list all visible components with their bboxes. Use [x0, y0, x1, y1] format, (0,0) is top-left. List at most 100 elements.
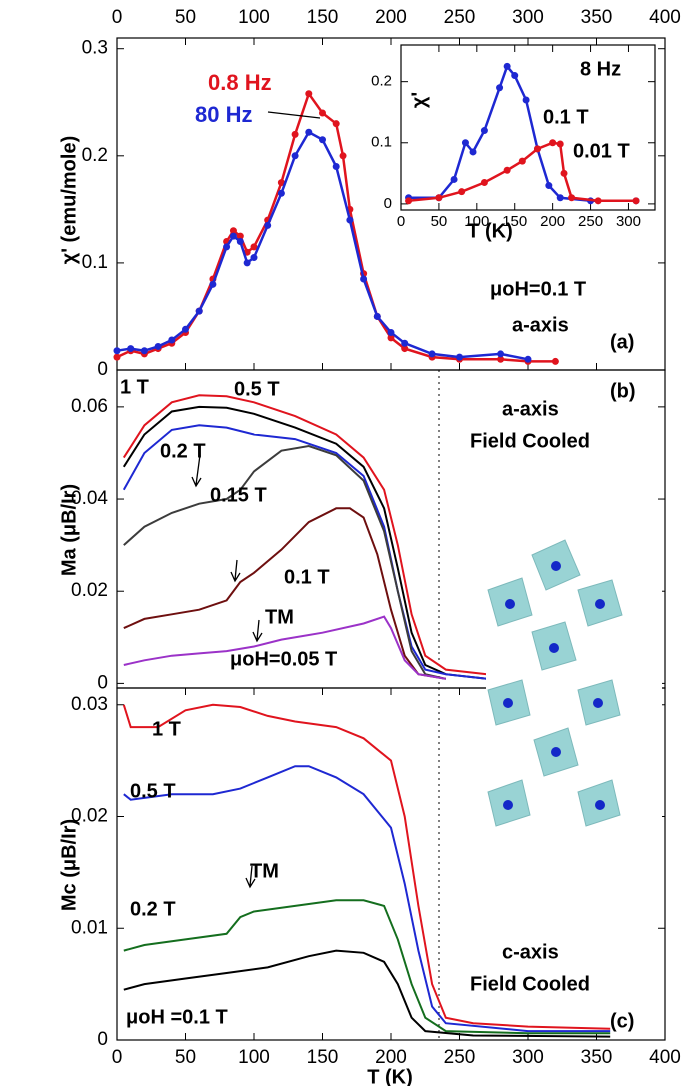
series-label: 0.15 T [210, 484, 267, 506]
data-point [346, 216, 354, 224]
data-point [480, 179, 488, 186]
series-line [122, 405, 488, 680]
series-line [122, 424, 488, 680]
data-point [533, 145, 541, 153]
y-tick-label: 0.2 [371, 73, 392, 90]
x-tick-label: 150 [307, 7, 339, 28]
x-tick-label: 100 [238, 1047, 270, 1068]
series-line [116, 130, 529, 361]
y-axis-label: Ma (μB/Ir) [58, 484, 80, 576]
data-point [168, 336, 176, 344]
series-line [123, 444, 447, 680]
x-axis-label: T (K) [467, 220, 513, 242]
annotation: TM [265, 606, 294, 628]
data-point [223, 243, 231, 251]
x-tick-label: 400 [649, 1047, 681, 1068]
data-point [373, 312, 381, 320]
data-point [243, 259, 251, 267]
x-tick-label: 300 [512, 1047, 544, 1068]
data-point [113, 347, 121, 355]
y-tick-label: 0.1 [371, 134, 392, 151]
x-tick-label: 0 [397, 213, 405, 230]
panel: 0 50 100 150 200 250 300 350 400 0 0.1 0.2 0.3 χ' (em… [58, 7, 681, 380]
data-point [154, 342, 162, 350]
panel: 0 50 100 150 200 250 300 0 0.1 0.2 χ' T (K) 0.1 T 0.0… [371, 44, 656, 242]
series-label: 0.1 T [284, 566, 330, 588]
annotation: (b) [610, 380, 636, 402]
series-label: 0.5 T [234, 378, 280, 400]
series-line [123, 899, 611, 1035]
annotation: c-axis [502, 941, 559, 963]
y-axis-label: Mc (μB/Ir) [58, 819, 80, 911]
y-tick-label: 0 [97, 359, 108, 380]
data-point [560, 169, 568, 177]
x-tick-label: 300 [512, 7, 544, 28]
data-point [277, 189, 285, 197]
data-point [332, 163, 340, 171]
data-point [503, 62, 511, 70]
data-point [305, 90, 313, 98]
data-point [428, 350, 436, 358]
annotation: (c) [610, 1010, 634, 1032]
x-tick-label: 150 [307, 1047, 339, 1068]
annotation: a-axis [502, 398, 559, 420]
y-tick-label: 0.2 [82, 145, 108, 166]
panel: 0 0.02 0.04 0.06 Ma (μB/Ir) 1 T 0.5 T 0.2 T0.15… [58, 369, 666, 693]
x-tick-label: 150 [502, 213, 527, 230]
data-point [195, 307, 203, 315]
data-point [250, 243, 258, 251]
plot-frame [400, 44, 656, 211]
y-tick-label: 0 [384, 195, 392, 212]
data-point [458, 188, 466, 196]
y-tick-label: 0.01 [71, 917, 108, 938]
y-tick-label: 0 [97, 1029, 108, 1050]
series-label: 0.8 Hz [208, 70, 272, 95]
data-point [522, 96, 530, 104]
x-tick-label: 250 [444, 7, 476, 28]
y-axis-label: χ' (emu/mole) [58, 136, 80, 265]
data-point [229, 232, 237, 240]
x-tick-label: 50 [175, 1047, 196, 1068]
data-point [456, 353, 463, 361]
data-point [568, 194, 576, 202]
data-point [319, 136, 326, 144]
data-point [387, 329, 395, 337]
plots: 0 50 100 150 200 250 300 350 400 0 0.1 0.2 0.3 χ' (em… [58, 7, 681, 1086]
annotation: a-axis [512, 314, 569, 336]
x-tick-label: 350 [581, 1047, 613, 1068]
x-tick-label: 200 [540, 213, 565, 230]
data-point [518, 157, 526, 165]
x-tick-label: 300 [616, 213, 641, 230]
series-label: 80 Hz [195, 102, 252, 127]
y-tick-label: 0.02 [71, 806, 108, 827]
x-tick-label: 100 [464, 213, 489, 230]
data-point [229, 227, 237, 235]
data-point [511, 72, 519, 80]
x-tick-label: 350 [581, 7, 613, 28]
data-point [497, 350, 505, 358]
annotation: 8 Hz [580, 58, 621, 80]
y-tick-label: 0.1 [82, 252, 108, 273]
annotation: μoH=0.1 T [490, 278, 586, 300]
series-line [122, 394, 488, 676]
data-point [401, 339, 409, 347]
data-point [594, 197, 602, 205]
data-point [291, 152, 299, 160]
data-point [250, 254, 258, 262]
series-label: 0.1 T [543, 106, 589, 128]
data-point [360, 275, 368, 283]
series-label: 0.2 T [160, 440, 206, 462]
data-point [264, 221, 272, 229]
data-point [450, 175, 458, 183]
y-tick-label: 0 [97, 672, 108, 693]
data-point [319, 109, 326, 117]
annotation: (a) [610, 331, 634, 353]
data-point [127, 345, 135, 353]
data-point [405, 197, 413, 205]
y-tick-label: 0.3 [82, 38, 108, 59]
x-tick-label: 250 [444, 1047, 476, 1068]
data-point [435, 194, 443, 202]
y-tick-label: 0.04 [71, 488, 108, 509]
x-tick-label: 50 [175, 7, 196, 28]
